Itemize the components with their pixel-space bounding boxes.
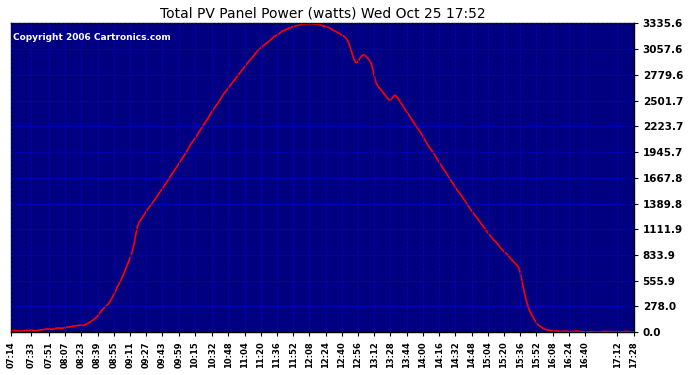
Title: Total PV Panel Power (watts) Wed Oct 25 17:52: Total PV Panel Power (watts) Wed Oct 25 … <box>160 7 485 21</box>
Text: Copyright 2006 Cartronics.com: Copyright 2006 Cartronics.com <box>12 33 170 42</box>
